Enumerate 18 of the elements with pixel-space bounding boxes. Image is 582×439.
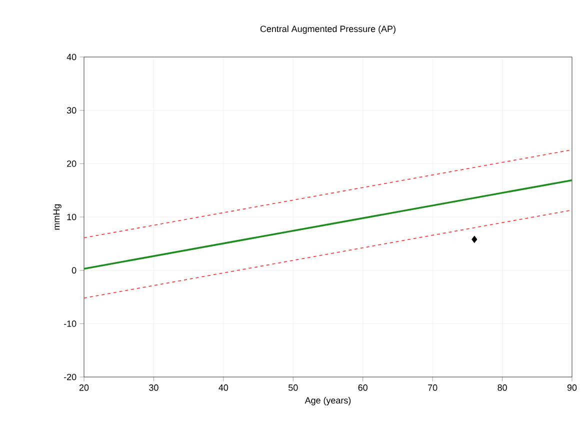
y-tick-label: 10 — [67, 214, 76, 220]
y-axis-title: mmHg — [53, 204, 62, 230]
x-tick-label: 40 — [218, 384, 228, 391]
x-tick-label: 90 — [567, 384, 577, 391]
x-tick-label: 60 — [358, 384, 368, 391]
x-axis-title: Age (years) — [304, 396, 351, 406]
x-tick-label: 70 — [428, 384, 438, 391]
x-tick-label: 20 — [79, 384, 89, 391]
y-tick-label: 30 — [66, 107, 76, 114]
y-tick-label: 40 — [66, 54, 76, 60]
y-tick-label: 0 — [72, 267, 76, 274]
x-tick-label: 50 — [288, 384, 298, 391]
y-tick-label: -20 — [64, 374, 76, 380]
x-tick-label: 80 — [498, 384, 507, 391]
y-tick-label: -10 — [64, 320, 76, 327]
x-tick-label: 30 — [149, 384, 158, 391]
chart-title: Central Augmented Pressure (AP) — [260, 25, 396, 34]
y-tick-label: 20 — [67, 160, 76, 167]
